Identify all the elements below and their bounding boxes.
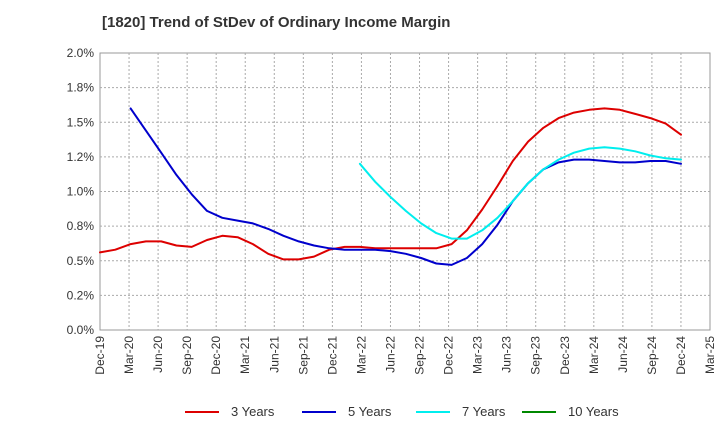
y-tick-label: 1.5%: [67, 115, 95, 129]
series-lines: [99, 107, 682, 266]
x-tick-label: Dec-23: [558, 336, 572, 375]
legend-item-3-years: 3 Years: [185, 404, 274, 419]
legend-swatch-10-years: [522, 410, 556, 413]
x-axis: Dec-19 Mar-20 Jun-20 Sep-20 Dec-20 Mar-21 Jun-…: [93, 336, 717, 375]
x-tick-label: Dec-24: [674, 336, 688, 375]
x-tick-label: Dec-19: [93, 336, 107, 375]
legend-swatch-7-years: [416, 410, 450, 413]
y-tick-label: 0.5%: [67, 254, 95, 268]
x-tick-label: Dec-20: [209, 336, 223, 375]
legend-label-7-years: 7 Years: [462, 404, 506, 419]
x-tick-label: Jun-23: [500, 336, 514, 373]
grid-lines: [100, 53, 710, 330]
x-tick-label: Jun-24: [616, 336, 630, 373]
x-tick-label: Sep-22: [413, 336, 427, 375]
legend-item-10-years: 10 Years: [522, 404, 619, 419]
x-tick-label: Dec-21: [325, 336, 339, 375]
legend-swatch-5-years: [302, 410, 336, 413]
legend-swatch-3-years: [185, 410, 219, 413]
x-tick-label: Jun-22: [383, 336, 397, 373]
y-axis: 0.0% 0.2% 0.5% 0.8% 1.0% 1.2% 1.5% 1.8% 2.0%: [67, 46, 95, 337]
x-tick-label: Jun-21: [267, 336, 281, 373]
x-tick-label: Sep-23: [529, 336, 543, 375]
chart-title: [1820] Trend of StDev of Ordinary Income…: [102, 14, 451, 31]
legend-label-10-years: 10 Years: [568, 404, 619, 419]
legend-item-5-years: 5 Years: [302, 404, 391, 419]
x-tick-label: Mar-25: [703, 336, 717, 374]
y-tick-label: 0.2%: [67, 288, 95, 302]
x-tick-label: Mar-21: [238, 336, 252, 374]
series-line-7-years: [358, 146, 682, 240]
y-tick-label: 2.0%: [67, 46, 95, 60]
x-tick-label: Mar-22: [354, 336, 368, 374]
y-tick-label: 0.8%: [67, 219, 95, 233]
x-tick-label: Sep-20: [180, 336, 194, 375]
x-tick-label: Jun-20: [151, 336, 165, 373]
legend: 3 Years 5 Years 7 Years 10 Years: [0, 404, 720, 426]
y-tick-label: 1.2%: [67, 150, 95, 164]
x-tick-label: Sep-24: [645, 336, 659, 375]
legend-label-3-years: 3 Years: [231, 404, 275, 419]
x-tick-label: Sep-21: [296, 336, 310, 375]
x-tick-label: Mar-23: [471, 336, 485, 374]
x-tick-label: Dec-22: [442, 336, 456, 375]
legend-item-7-years: 7 Years: [416, 404, 505, 419]
y-tick-label: 1.0%: [67, 185, 95, 199]
line-chart: 0.0% 0.2% 0.5% 0.8% 1.0% 1.2% 1.5% 1.8% 2.0% Dec…: [67, 46, 717, 375]
series-line-3-years: [99, 107, 682, 261]
series-line-5-years: [129, 107, 682, 266]
x-tick-label: Mar-24: [587, 336, 601, 374]
legend-label-5-years: 5 Years: [348, 404, 392, 419]
y-tick-label: 1.8%: [67, 81, 95, 95]
x-tick-label: Mar-20: [122, 336, 136, 374]
y-tick-label: 0.0%: [67, 323, 95, 337]
